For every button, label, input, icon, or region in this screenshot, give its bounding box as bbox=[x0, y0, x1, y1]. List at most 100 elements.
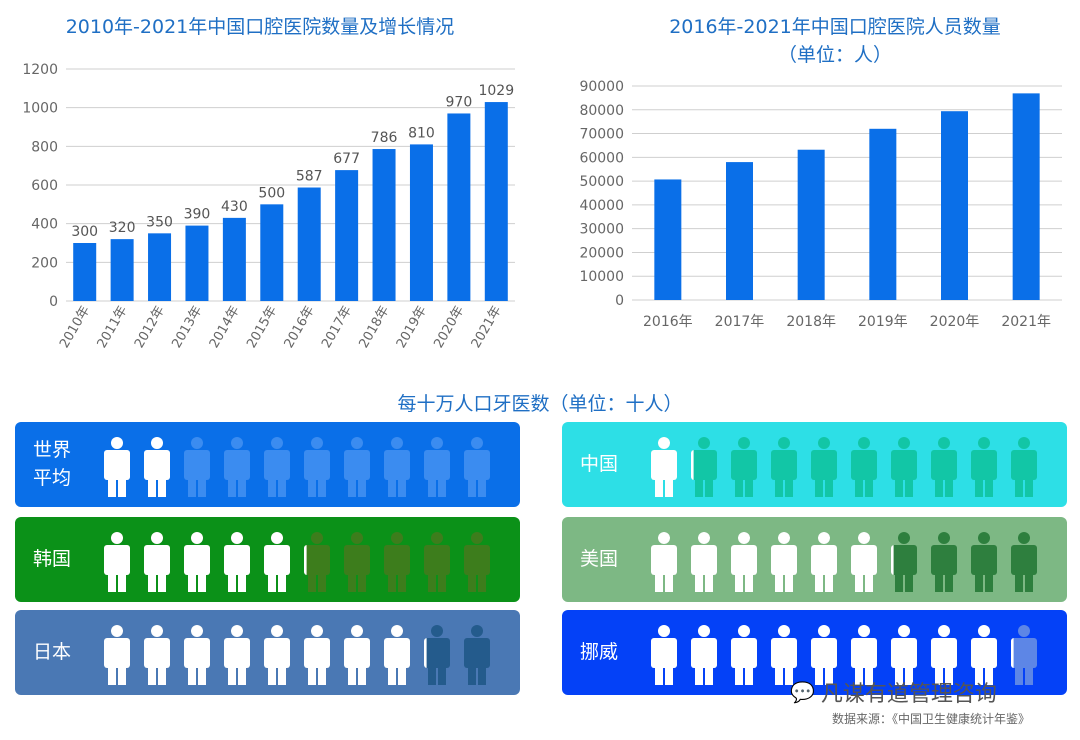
y-tick-label: 80000 bbox=[579, 103, 624, 119]
data-label: 500 bbox=[258, 185, 285, 201]
bar bbox=[726, 162, 753, 300]
pictogram-panel: 中国 bbox=[562, 422, 1067, 507]
x-tick-label: 2019年 bbox=[858, 314, 908, 330]
person-icon bbox=[651, 625, 677, 685]
person-icon bbox=[651, 437, 677, 497]
x-tick-label: 2021年 bbox=[1001, 314, 1051, 330]
person-icon bbox=[424, 625, 450, 685]
data-label: 350 bbox=[146, 214, 173, 230]
y-tick-label: 0 bbox=[615, 293, 624, 309]
bar bbox=[941, 111, 968, 301]
y-tick-label: 1200 bbox=[22, 62, 58, 78]
y-tick-label: 30000 bbox=[579, 222, 624, 238]
person-icon bbox=[464, 532, 490, 592]
bar bbox=[110, 239, 134, 301]
person-icon bbox=[344, 437, 370, 497]
person-icon bbox=[771, 532, 797, 592]
chart3-title: 每十万人口牙医数（单位：十人） bbox=[397, 393, 683, 415]
data-label: 810 bbox=[408, 125, 435, 141]
person-icon bbox=[931, 437, 957, 497]
person-icon bbox=[1011, 625, 1037, 685]
x-tick-label: 2015年 bbox=[244, 304, 280, 351]
person-icon bbox=[424, 437, 450, 497]
person-icon bbox=[891, 532, 917, 592]
pictogram-panel: 美国 bbox=[562, 517, 1067, 602]
person-icon bbox=[811, 625, 837, 685]
country-label: 美国 bbox=[580, 548, 619, 570]
person-icon bbox=[184, 437, 210, 497]
person-icon bbox=[971, 532, 997, 592]
person-icon bbox=[651, 532, 677, 592]
bar bbox=[1012, 93, 1040, 300]
country-label: 世界 平均 bbox=[33, 439, 72, 489]
bar bbox=[654, 179, 682, 300]
person-icon bbox=[224, 532, 250, 592]
y-tick-label: 50000 bbox=[579, 174, 624, 190]
x-tick-label: 2018年 bbox=[786, 314, 836, 330]
person-icon bbox=[851, 625, 877, 685]
bar-charts: 0 200 400 600 800 1000 1200 300 2010年 320 2011年 350… bbox=[22, 62, 1062, 351]
data-label: 300 bbox=[71, 224, 98, 240]
y-tick-label: 800 bbox=[31, 139, 58, 155]
x-tick-label: 2016年 bbox=[282, 304, 318, 351]
person-icon bbox=[464, 437, 490, 497]
pictogram-panel: 日本 bbox=[15, 610, 520, 695]
bar bbox=[148, 233, 172, 301]
watermark: 💬 凡谋有道管理咨询 bbox=[790, 680, 997, 707]
chart1-title: 2010年-2021年中国口腔医院数量及增长情况 bbox=[65, 16, 455, 38]
person-icon bbox=[891, 437, 917, 497]
x-tick-label: 2018年 bbox=[356, 304, 392, 351]
bar bbox=[409, 144, 433, 301]
person-icon bbox=[731, 625, 757, 685]
bar bbox=[335, 170, 359, 301]
y-tick-label: 200 bbox=[31, 255, 58, 271]
x-tick-label: 2013年 bbox=[169, 304, 205, 351]
data-label: 970 bbox=[446, 94, 473, 110]
bar bbox=[73, 243, 97, 301]
person-icon bbox=[384, 532, 410, 592]
person-icon bbox=[811, 437, 837, 497]
person-icon bbox=[104, 625, 130, 685]
y-tick-label: 40000 bbox=[579, 198, 624, 214]
data-label: 430 bbox=[221, 199, 248, 215]
bar bbox=[372, 149, 396, 301]
bar bbox=[447, 113, 471, 301]
bar bbox=[869, 128, 897, 300]
x-tick-label: 2012年 bbox=[132, 304, 168, 351]
x-tick-label: 2017年 bbox=[319, 304, 355, 351]
person-icon bbox=[264, 625, 290, 685]
person-icon bbox=[971, 437, 997, 497]
person-icon bbox=[224, 437, 250, 497]
person-icon bbox=[691, 532, 717, 592]
person-icon bbox=[731, 532, 757, 592]
country-label: 挪威 bbox=[580, 641, 619, 663]
person-icon bbox=[891, 625, 917, 685]
data-label: 587 bbox=[296, 169, 323, 185]
person-icon bbox=[304, 437, 330, 497]
person-icon bbox=[931, 625, 957, 685]
y-tick-label: 60000 bbox=[579, 150, 624, 166]
person-icon bbox=[304, 532, 330, 592]
person-icon bbox=[184, 532, 210, 592]
bar bbox=[185, 225, 209, 301]
bar bbox=[222, 217, 246, 301]
x-tick-label: 2016年 bbox=[643, 314, 693, 330]
person-icon bbox=[811, 532, 837, 592]
x-tick-label: 2010年 bbox=[57, 304, 93, 351]
person-icon bbox=[184, 625, 210, 685]
person-icon bbox=[851, 532, 877, 592]
x-tick-label: 2014年 bbox=[207, 304, 243, 351]
person-icon bbox=[144, 625, 170, 685]
data-label: 390 bbox=[184, 207, 211, 223]
data-label: 786 bbox=[371, 130, 398, 146]
y-tick-label: 600 bbox=[31, 178, 58, 194]
pictogram-panel: 韩国 bbox=[15, 517, 520, 602]
bar bbox=[260, 204, 284, 301]
person-icon bbox=[304, 625, 330, 685]
chart2-subtitle: （单位：人） bbox=[777, 44, 892, 66]
person-icon bbox=[1011, 532, 1037, 592]
person-icon bbox=[931, 532, 957, 592]
bar bbox=[484, 102, 508, 301]
person-icon bbox=[144, 437, 170, 497]
person-icon bbox=[224, 625, 250, 685]
